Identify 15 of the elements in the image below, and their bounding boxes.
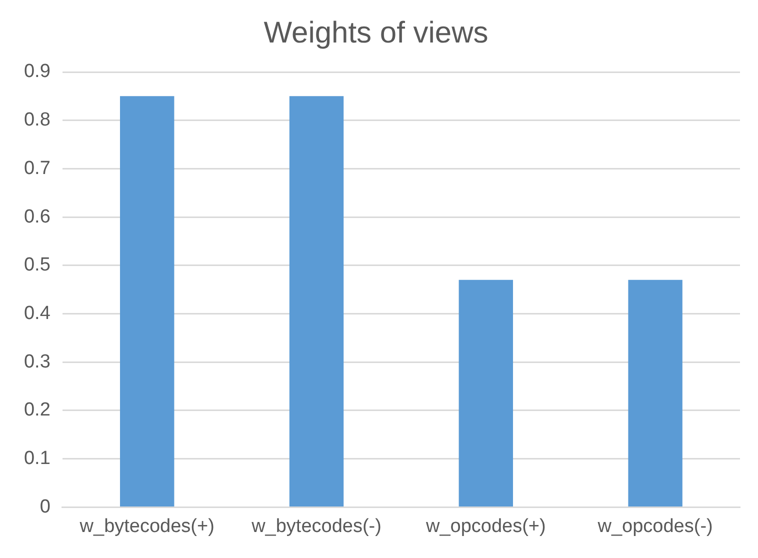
- y-tick-label: 0.1: [24, 448, 50, 470]
- y-tick-label: 0.3: [24, 351, 50, 372]
- y-tick-label: 0.8: [24, 110, 50, 131]
- chart-title: Weights of views: [264, 16, 488, 50]
- y-tick-label: 0.2: [24, 400, 50, 421]
- x-tick-label: w_opcodes(-): [596, 516, 713, 537]
- y-tick-label: 0.5: [24, 254, 50, 276]
- x-tick-label: w_opcodes(+): [424, 516, 546, 537]
- y-tick-label: 0.4: [24, 303, 51, 324]
- y-tick-label: 0.6: [24, 206, 50, 228]
- x-tick-label: w_bytecodes(+): [78, 516, 214, 537]
- y-tick-label: 0.7: [24, 158, 50, 179]
- y-tick-label: 0: [40, 496, 50, 518]
- y-tick-label: 0.9: [24, 61, 50, 82]
- x-tick-label: w_bytecodes(-): [250, 516, 382, 537]
